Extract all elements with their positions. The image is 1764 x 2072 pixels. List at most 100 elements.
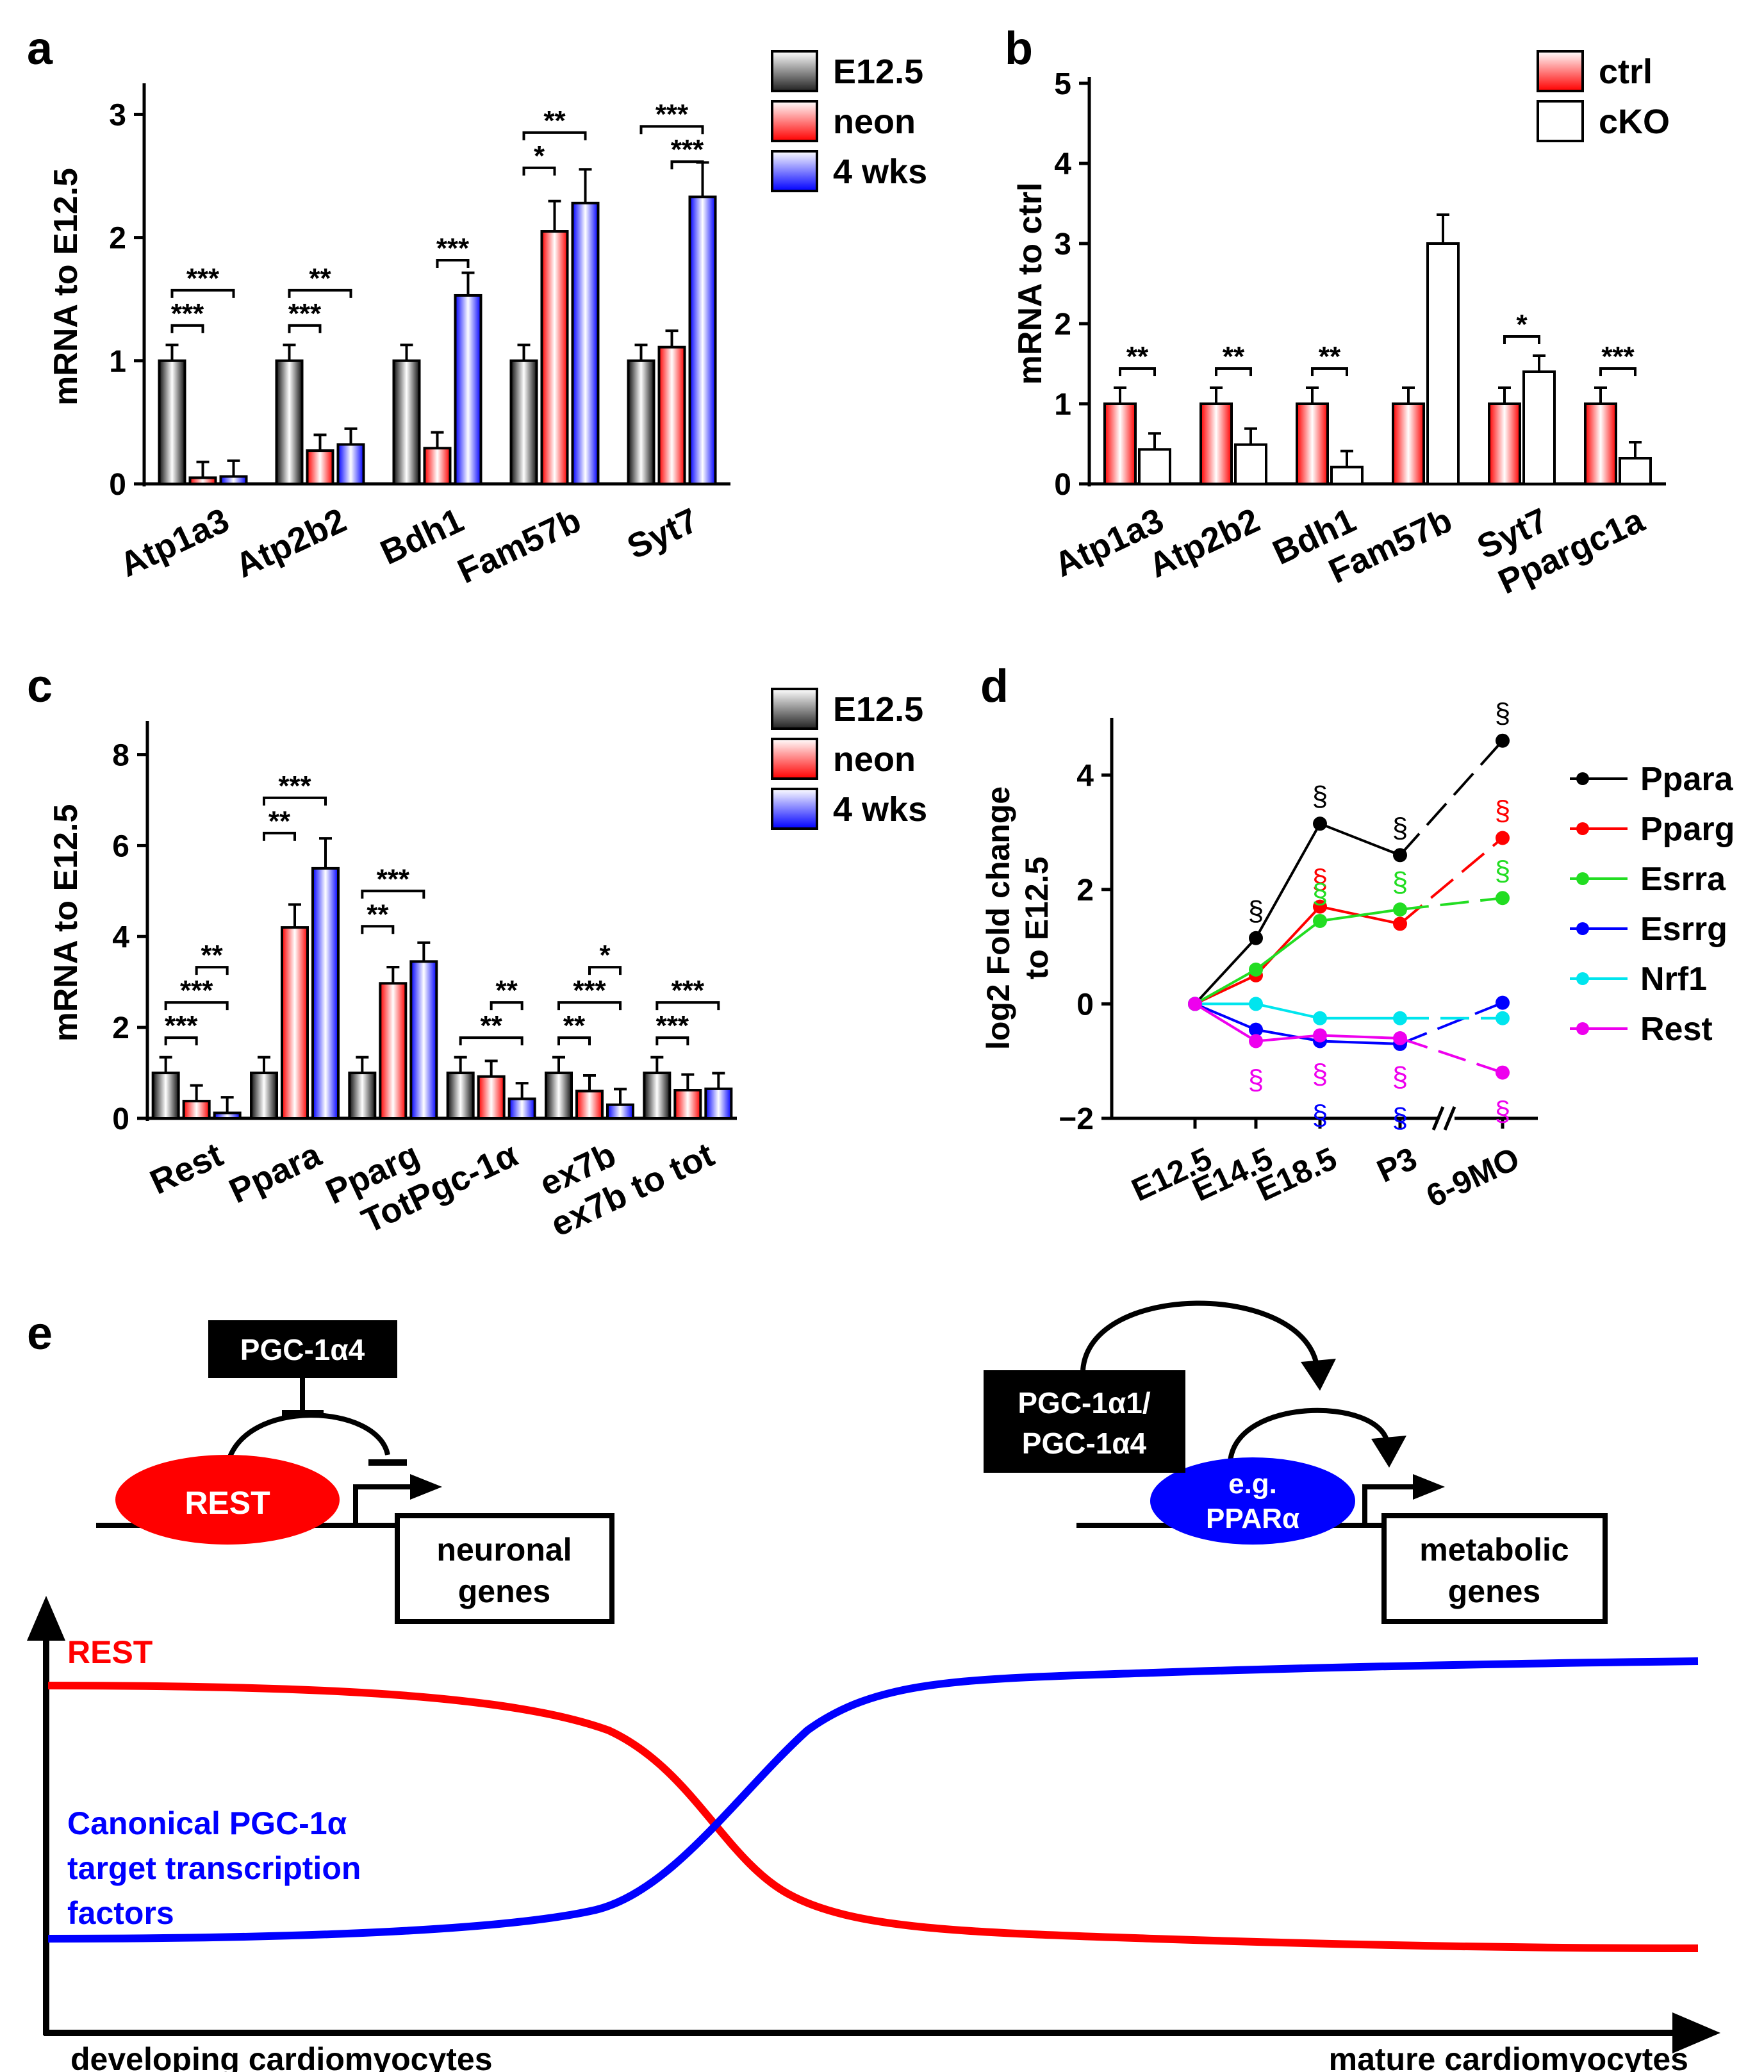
- significance-bracket: [670, 160, 704, 170]
- significance-bracket: [164, 1036, 198, 1046]
- coactivator-activation-arc: [1080, 1300, 1319, 1371]
- significance-bracket: [361, 925, 395, 934]
- bar-E12.5-ex7b: [545, 1072, 573, 1120]
- ppara-ellipse-label-1: e.g.: [1228, 1468, 1277, 1500]
- sig-symbol-Esrra: §: [1392, 866, 1408, 898]
- significance-bracket: [170, 324, 204, 333]
- significance-stars: **: [1126, 341, 1149, 372]
- significance-stars: ***: [655, 99, 689, 130]
- pgc1a1-coactivator-box: [984, 1370, 1185, 1473]
- factor-activation-arc: [1228, 1407, 1390, 1462]
- sig-symbol-Pparg: §: [1312, 864, 1328, 895]
- legend-marker-Pparg: [1576, 822, 1589, 835]
- significance-bracket: [436, 258, 470, 268]
- significance-stars: **: [268, 806, 291, 837]
- significance-stars: ***: [656, 1010, 689, 1041]
- schematic-x-arrowhead: [1672, 2012, 1720, 2053]
- bar-cKO-Atp1a3: [1138, 448, 1171, 485]
- bar-4-wks-Syt7: [688, 195, 717, 485]
- bar-neon-ex7b: [575, 1090, 604, 1120]
- significance-stars: ***: [171, 298, 204, 329]
- x-category-label: Atp2b2: [229, 501, 352, 585]
- significance-bracket: [522, 166, 556, 176]
- panel-letter-b: b: [1005, 23, 1033, 74]
- series-line-Esrrg: [1399, 1001, 1503, 1045]
- significance-stars: ***: [672, 975, 705, 1006]
- point-Esrrg-6-9MO: [1496, 995, 1510, 1010]
- y-tick-label: 4: [112, 920, 129, 954]
- significance-bracket: [557, 1001, 622, 1011]
- bar-neon-Pparg: [379, 982, 408, 1120]
- pgc1a4-inhibitor-box: [208, 1320, 397, 1378]
- x-category-label: Atp2b2: [1143, 501, 1265, 585]
- y-tick-label: 1: [1054, 388, 1071, 422]
- point-Rest-6-9MO: [1496, 1065, 1510, 1080]
- x-category-label: Atp1a3: [114, 501, 235, 584]
- series-line-Rest: [1399, 1037, 1503, 1074]
- neuronal-genes-label-2: genes: [458, 1573, 551, 1609]
- significance-bracket: [459, 1036, 523, 1046]
- bar-E12.5-Ppara: [250, 1072, 278, 1120]
- panel-e-schematic: REST PGC-1α4 neuronal genes e.g. PPARα P…: [27, 1300, 1720, 2072]
- legend-label-Ppara: Ppara: [1640, 761, 1734, 798]
- significance-bracket: [288, 324, 322, 333]
- series-line-Esrrg: [1194, 1002, 1257, 1031]
- significance-stars: ***: [671, 134, 704, 165]
- canonical-factors-curve: [47, 1657, 1699, 1943]
- legend-label-Nrf1: Nrf1: [1640, 961, 1707, 998]
- point-Rest-P3: [1393, 1031, 1407, 1045]
- significance-stars: *: [599, 940, 611, 971]
- point-Esrra-E18.5: [1313, 913, 1327, 928]
- pgc1a4-inhibitor-label: PGC-1α4: [240, 1333, 365, 1366]
- point-Nrf1-6-9MO: [1496, 1011, 1510, 1025]
- bar-cKO-Fam57b: [1426, 242, 1460, 485]
- point-Rest-E18.5: [1313, 1028, 1327, 1043]
- bar-ctrl-Atp2b2: [1199, 402, 1233, 485]
- significance-bracket: [1119, 367, 1156, 376]
- bar-4-wks-Atp1a3: [219, 475, 248, 485]
- bar-4-wks-TotPgc-1α: [507, 1097, 536, 1120]
- x-category-label: Syt7: [622, 501, 704, 567]
- series-line-Esrra: [1194, 968, 1257, 1006]
- point-Nrf1-E18.5: [1313, 1011, 1327, 1025]
- significance-bracket: [557, 1036, 591, 1046]
- y-tick-label: 4: [1076, 759, 1094, 793]
- significance-stars: **: [563, 1010, 586, 1041]
- bar-E12.5-TotPgc-1α: [446, 1072, 475, 1120]
- bar-cKO-Atp2b2: [1234, 443, 1267, 485]
- bar-neon-Syt7: [657, 345, 686, 485]
- x-tick-label: 6-9MO: [1421, 1140, 1524, 1214]
- significance-bracket: [655, 1001, 720, 1011]
- point-Rest-E12.5: [1188, 997, 1202, 1011]
- bar-ctrl-Atp1a3: [1103, 402, 1137, 485]
- y-tick-label: 6: [112, 829, 129, 863]
- y-tick-label: 1: [109, 345, 126, 379]
- rest-ellipse-label: REST: [185, 1485, 270, 1521]
- x-category-label: Fam57b: [452, 501, 586, 591]
- significance-stars: **: [496, 975, 518, 1006]
- y-tick-label: 0: [1076, 988, 1094, 1022]
- legend-label: E12.5: [833, 53, 923, 91]
- y-tick-label: 0: [109, 468, 126, 502]
- x-tick-label: P3: [1372, 1140, 1422, 1189]
- legend-swatch-4-wks: [771, 788, 818, 830]
- metabolic-genes-label-2: genes: [1448, 1573, 1541, 1609]
- series-line-Nrf1: [1255, 1002, 1321, 1020]
- y-axis-label: mRNA to ctrl: [1012, 183, 1049, 385]
- point-Nrf1-P3: [1393, 1011, 1407, 1025]
- bar-4-wks-Rest: [213, 1111, 242, 1120]
- pgc1a1-coactivator-label-1: PGC-1α1/: [1018, 1386, 1150, 1420]
- sig-symbol-Rest: §: [1312, 1059, 1328, 1090]
- legend-label-Esrrg: Esrrg: [1640, 911, 1727, 948]
- bar-E12.5-Bdh1: [392, 359, 421, 485]
- legend-label: cKO: [1599, 103, 1670, 141]
- point-Ppara-E18.5: [1313, 816, 1327, 831]
- y-tick-label: 3: [1054, 228, 1071, 261]
- bar-neon-Atp1a3: [188, 476, 217, 485]
- significance-stars: ***: [436, 233, 470, 264]
- significance-bracket: [263, 796, 327, 806]
- left-tss-arrowhead: [410, 1474, 442, 1500]
- significance-stars: **: [1223, 341, 1245, 372]
- rest-level-curve: [47, 1682, 1699, 1952]
